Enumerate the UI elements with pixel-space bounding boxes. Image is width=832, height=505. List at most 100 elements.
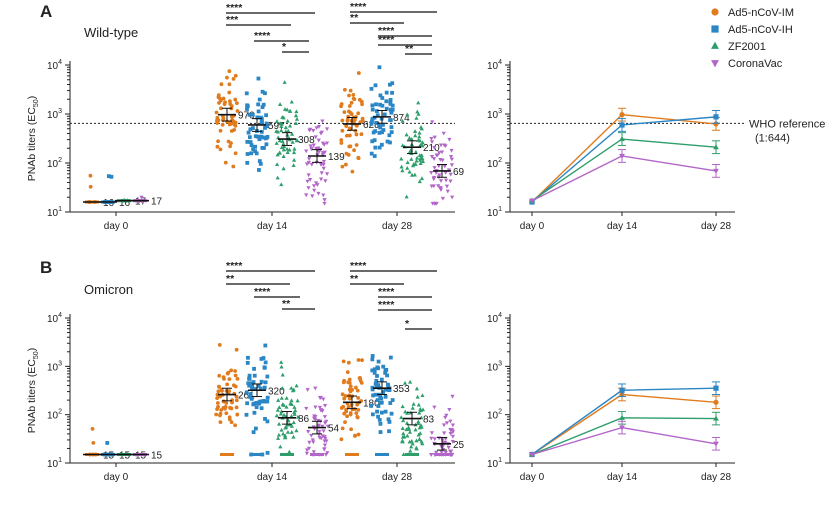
data-point bbox=[277, 102, 283, 106]
data-point bbox=[323, 403, 328, 408]
data-point bbox=[404, 420, 410, 425]
scatter-group: 308 bbox=[274, 80, 315, 187]
data-point bbox=[304, 149, 309, 154]
data-point bbox=[360, 118, 365, 123]
data-point bbox=[323, 179, 328, 184]
data-point bbox=[292, 146, 297, 151]
data-point bbox=[342, 87, 347, 92]
data-point bbox=[313, 386, 318, 391]
data-point bbox=[381, 122, 385, 127]
data-point bbox=[429, 452, 434, 457]
data-point bbox=[400, 404, 405, 409]
legend-item: ZF2001 bbox=[711, 41, 766, 53]
gmt-value-label: 83 bbox=[423, 415, 435, 426]
data-point bbox=[377, 130, 382, 135]
data-point bbox=[374, 379, 379, 383]
data-point bbox=[386, 382, 390, 387]
data-point bbox=[347, 126, 352, 131]
data-point bbox=[322, 435, 327, 439]
data-point bbox=[222, 102, 227, 107]
data-point bbox=[263, 417, 267, 421]
data-point bbox=[383, 387, 388, 392]
data-point bbox=[414, 438, 419, 443]
data-point bbox=[388, 401, 393, 405]
legend-item: Ad5-nCoV-IM bbox=[711, 7, 794, 19]
legend-label: CoronaVac bbox=[728, 58, 783, 70]
data-point bbox=[429, 184, 434, 189]
data-point bbox=[344, 124, 349, 128]
data-point bbox=[282, 144, 287, 149]
data-point bbox=[389, 411, 394, 416]
data-point bbox=[383, 370, 388, 375]
data-point bbox=[316, 138, 321, 143]
data-point bbox=[345, 133, 349, 138]
data-point bbox=[310, 194, 315, 199]
data-point bbox=[233, 97, 238, 102]
x-tick-label: day 14 bbox=[257, 472, 287, 483]
data-point bbox=[443, 178, 449, 183]
data-point bbox=[231, 76, 236, 81]
data-point bbox=[109, 174, 114, 179]
data-point bbox=[377, 417, 382, 422]
data-point bbox=[411, 401, 416, 406]
data-point bbox=[447, 137, 452, 142]
data-point bbox=[279, 124, 284, 129]
data-point bbox=[449, 163, 455, 168]
data-point bbox=[217, 101, 221, 105]
data-point bbox=[434, 171, 439, 175]
data-point bbox=[448, 172, 453, 177]
data-point bbox=[390, 398, 395, 402]
data-point bbox=[388, 355, 393, 360]
data-point bbox=[221, 375, 226, 379]
significance-label: * bbox=[282, 41, 287, 53]
panel-A-ytick-label: 102 bbox=[47, 157, 62, 170]
data-point bbox=[382, 112, 387, 117]
data-point bbox=[234, 398, 239, 403]
data-point bbox=[229, 141, 233, 145]
data-point bbox=[244, 412, 249, 417]
data-point bbox=[348, 412, 353, 417]
panel-B-ytick-label: 102 bbox=[47, 409, 62, 422]
data-point bbox=[344, 409, 349, 414]
data-point bbox=[263, 91, 267, 96]
data-point bbox=[305, 179, 310, 184]
legend-marker bbox=[711, 8, 719, 16]
data-point bbox=[322, 150, 327, 155]
data-point bbox=[444, 184, 450, 189]
data-point bbox=[215, 118, 219, 123]
data-point bbox=[275, 175, 280, 180]
data-point bbox=[380, 96, 385, 100]
panel-B: 101 102 103 104 B Omicron PNAb titers (EC50) da… bbox=[26, 258, 465, 483]
panel-A-right-ytick-label: 104 bbox=[487, 59, 502, 72]
data-point bbox=[445, 189, 450, 194]
data-point bbox=[352, 148, 356, 153]
data-point bbox=[400, 143, 405, 148]
data-point bbox=[275, 162, 280, 166]
data-point bbox=[233, 384, 238, 389]
scatter-group: 54 bbox=[304, 386, 340, 457]
data-point bbox=[347, 144, 352, 149]
data-point bbox=[311, 450, 316, 455]
data-point bbox=[378, 400, 383, 405]
data-point bbox=[218, 128, 223, 133]
data-point bbox=[450, 423, 455, 428]
data-point bbox=[275, 407, 280, 412]
data-point bbox=[281, 147, 286, 152]
data-point bbox=[215, 392, 220, 397]
data-point bbox=[321, 166, 326, 171]
data-point bbox=[405, 433, 410, 438]
data-point bbox=[249, 151, 254, 156]
data-point bbox=[313, 405, 318, 410]
series-path bbox=[531, 138, 717, 202]
data-point bbox=[256, 102, 261, 107]
data-point bbox=[279, 121, 284, 126]
data-point bbox=[230, 400, 234, 405]
data-point bbox=[389, 130, 394, 134]
data-point bbox=[245, 361, 250, 365]
data-point bbox=[420, 140, 425, 145]
data-point bbox=[293, 113, 299, 118]
gmt-value-label: 139 bbox=[328, 152, 345, 163]
data-point bbox=[291, 387, 296, 392]
legend-label: Ad5-nCoV-IM bbox=[728, 7, 794, 19]
